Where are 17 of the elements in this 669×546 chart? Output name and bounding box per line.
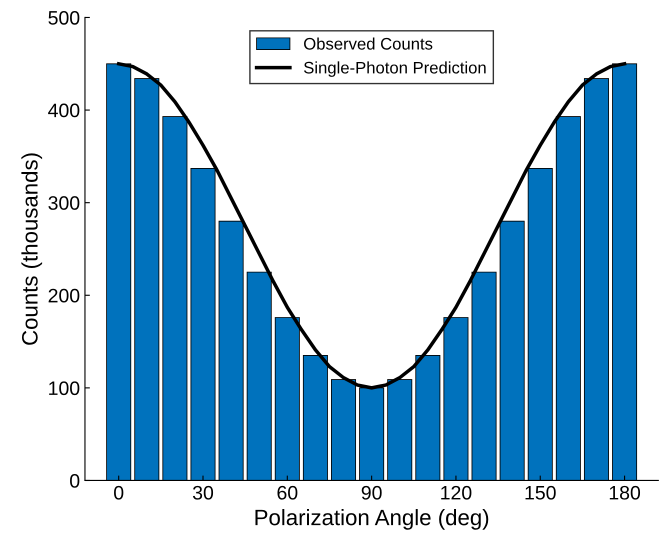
y-tick-label: 200 xyxy=(48,288,80,303)
x-tick-label: 90 xyxy=(362,486,382,500)
y-tick-label: 500 xyxy=(48,10,80,25)
x-tick-label: 30 xyxy=(192,486,214,500)
y-tick-label: 0 xyxy=(70,474,80,488)
x-tick-label: 60 xyxy=(277,486,298,500)
y-tick-label: 100 xyxy=(49,381,80,396)
legend-label: Single-Photon Prediction xyxy=(304,61,486,77)
y-tick-label: 400 xyxy=(48,104,80,118)
x-axis-title: Polarization Angle (deg) xyxy=(255,509,488,530)
x-tick-label: 0 xyxy=(114,486,124,500)
y-axis-title: Counts (thousands) xyxy=(21,153,42,345)
y-tick-label: 300 xyxy=(48,196,80,210)
x-tick-label: 180 xyxy=(610,486,640,500)
legend-label: Observed Counts xyxy=(304,37,432,50)
x-tick-label: 120 xyxy=(441,486,472,500)
x-tick-label: 150 xyxy=(526,486,556,500)
